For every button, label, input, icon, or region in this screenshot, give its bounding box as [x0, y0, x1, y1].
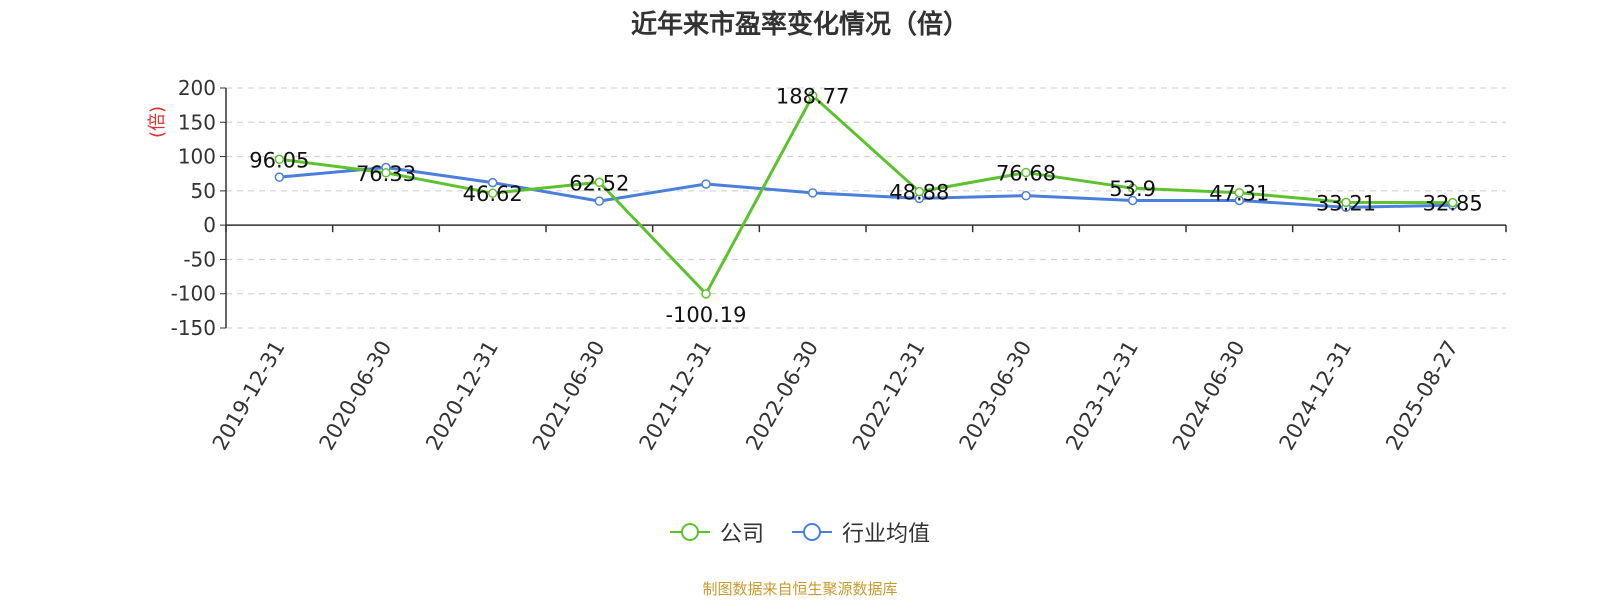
data-point-industry[interactable] — [487, 177, 498, 188]
data-point-company[interactable] — [274, 154, 285, 165]
y-tick-label: 150 — [178, 110, 216, 134]
y-tick-label: 100 — [178, 145, 216, 169]
y-tick-label: -100 — [171, 282, 216, 306]
chart-title: 近年来市盈率变化情况（倍） — [630, 10, 969, 40]
y-tick-label: 50 — [191, 179, 216, 203]
data-point-company[interactable] — [914, 186, 925, 197]
data-label: 76.33 — [356, 162, 416, 186]
data-point-company[interactable] — [1341, 197, 1351, 208]
data-point-company[interactable] — [381, 168, 391, 178]
x-tick-label: 2025-08-27 — [1381, 337, 1463, 455]
source-note: 制图数据来自恒生聚源数据库 — [702, 580, 898, 598]
data-label: 188.77 — [776, 85, 849, 109]
x-tick-label: 2020-12-31 — [421, 336, 503, 454]
series-line-industry — [279, 166, 1453, 209]
x-tick-label: 2023-12-31 — [1061, 337, 1143, 455]
data-label: 46.62 — [463, 182, 523, 206]
data-label: 33.21 — [1316, 191, 1376, 215]
data-point-company[interactable] — [487, 188, 498, 198]
data-label: 47.31 — [1209, 182, 1269, 206]
data-point-company[interactable] — [1021, 167, 1031, 178]
x-tick-label: 2024-06-30 — [1168, 337, 1250, 455]
data-label: -100.19 — [665, 303, 746, 327]
data-point-industry[interactable] — [1127, 195, 1138, 206]
data-labels: 96.05 76.33 46.62 62.52 -100.19 188.77 48.88 76… — [249, 85, 1482, 327]
data-point-company[interactable] — [1447, 197, 1458, 208]
data-label: 96.05 — [249, 148, 309, 172]
y-tick-label: 0 — [203, 213, 216, 237]
x-tick-label: 2022-12-31 — [848, 336, 930, 454]
data-point-company[interactable] — [807, 90, 818, 101]
data-label: 48.88 — [889, 181, 949, 205]
legend-item-company[interactable]: 公司 — [669, 516, 764, 548]
x-tick-label: 2022-06-30 — [741, 337, 823, 455]
x-tick-label: 2021-12-31 — [635, 337, 717, 455]
y-tick-label: -50 — [183, 247, 216, 271]
x-tick-label: 2019-12-31 — [208, 337, 290, 455]
data-point-industry[interactable] — [1021, 190, 1031, 201]
x-tick-label: 2020-06-30 — [315, 337, 397, 455]
y-axis-label: (倍) — [147, 106, 168, 138]
y-tick-label: -150 — [171, 316, 216, 340]
data-point-company[interactable] — [1127, 183, 1138, 193]
data-point-industry[interactable] — [701, 179, 711, 189]
legend-line-icon — [669, 523, 710, 541]
legend-label-industry: 行业均值 — [842, 522, 931, 547]
legend-item-industry[interactable]: 行业均值 — [792, 516, 930, 548]
data-label: 32.85 — [1423, 192, 1483, 216]
x-tick-label: 2021-06-30 — [528, 337, 610, 455]
data-label: 53.9 — [1109, 177, 1156, 201]
data-point-industry[interactable] — [274, 172, 285, 182]
series-lines — [274, 90, 1458, 299]
data-label: 76.68 — [996, 162, 1056, 186]
legend: 公司 行业均值 — [0, 516, 1600, 548]
grid-lines — [226, 87, 1506, 329]
legend-line-icon — [792, 523, 832, 541]
series-line-company — [279, 94, 1453, 296]
x-tick-label: 2024-12-31 — [1275, 337, 1357, 455]
data-point-company[interactable] — [1234, 187, 1245, 198]
data-point-industry[interactable] — [594, 196, 605, 206]
x-tick-label: 2023-06-30 — [955, 337, 1037, 455]
y-tick-label: 200 — [178, 76, 216, 100]
data-point-company[interactable] — [594, 177, 605, 188]
data-label: 62.52 — [569, 171, 629, 195]
data-point-company[interactable] — [701, 289, 711, 299]
data-point-industry[interactable] — [807, 188, 818, 198]
legend-label-company: 公司 — [719, 522, 764, 547]
